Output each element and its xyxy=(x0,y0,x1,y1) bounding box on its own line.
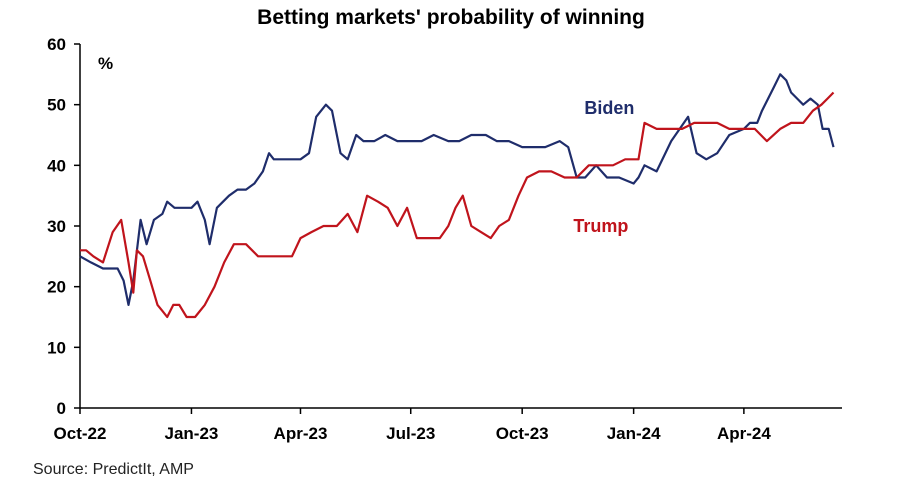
y-tick-label: 10 xyxy=(47,338,66,357)
y-tick-label: 20 xyxy=(47,278,66,297)
x-tick-label: Jan-24 xyxy=(607,424,661,443)
y-axis-unit-label: % xyxy=(98,54,113,73)
x-tick-label: Jan-23 xyxy=(165,424,219,443)
y-tick-label: 40 xyxy=(47,156,66,175)
y-tick-label: 30 xyxy=(47,217,66,236)
series-line-trump xyxy=(80,91,835,319)
source-note: Source: PredictIt, AMP xyxy=(33,461,194,478)
x-tick-label: Apr-24 xyxy=(717,424,771,443)
chart-labels: Biden Trump xyxy=(573,98,634,236)
y-tick-label: 50 xyxy=(47,96,66,115)
x-tick-label: Jul-23 xyxy=(386,424,435,443)
series-lines xyxy=(79,73,835,319)
x-tick-label: Oct-22 xyxy=(54,424,107,443)
series-line-biden xyxy=(79,73,835,306)
x-tick-label: Oct-23 xyxy=(496,424,549,443)
series-label-trump: Trump xyxy=(573,216,628,236)
series-label-biden: Biden xyxy=(584,98,634,118)
chart-title: Betting markets' probability of winning xyxy=(257,6,645,29)
y-tick-label: 60 xyxy=(47,35,66,54)
y-tick-label: 0 xyxy=(57,399,66,418)
x-tick-label: Apr-23 xyxy=(274,424,328,443)
axes: 0 10 20 30 40 50 60 Oct-22 Jan-23 Apr-23 Jul-23 Oct… xyxy=(47,35,842,443)
